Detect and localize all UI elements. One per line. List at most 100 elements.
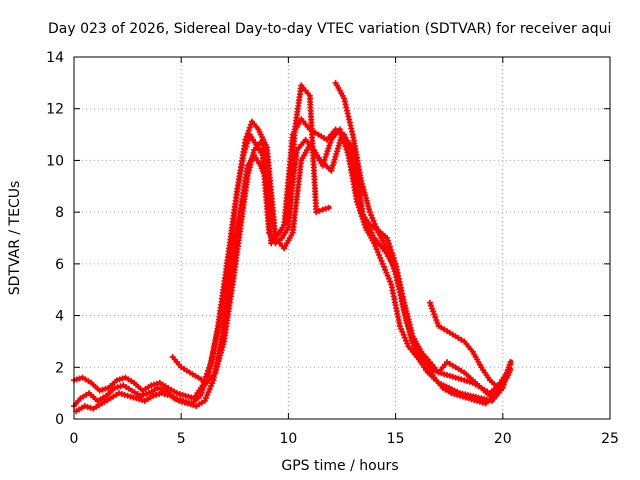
data-point-marker	[245, 127, 252, 134]
data-point-marker	[340, 137, 347, 144]
data-point-marker	[199, 386, 206, 393]
data-point-marker	[456, 392, 463, 399]
data-point-marker	[164, 391, 171, 398]
series-track-f	[169, 126, 511, 407]
data-point-marker	[465, 395, 472, 402]
data-point-marker	[374, 226, 381, 233]
data-point-marker	[326, 142, 333, 149]
y-tick-label: 6	[55, 257, 64, 273]
data-point-marker	[428, 302, 434, 309]
data-point-marker	[243, 143, 250, 150]
x-tick-label: 5	[177, 431, 186, 447]
data-point-marker	[319, 206, 326, 213]
data-point-marker	[356, 207, 363, 214]
x-axis-label: GPS time / hours	[281, 458, 398, 474]
data-point-marker	[361, 221, 368, 228]
data-point-marker	[388, 259, 395, 266]
data-point-marker	[150, 392, 157, 399]
data-point-marker	[452, 374, 459, 381]
data-point-marker	[507, 366, 514, 373]
data-point-marker	[391, 268, 398, 275]
data-point-marker	[197, 392, 204, 399]
data-point-marker	[459, 393, 466, 400]
data-point-marker	[434, 320, 441, 326]
data-point-marker	[431, 311, 438, 318]
data-point-marker	[111, 385, 118, 391]
data-point-marker	[116, 376, 123, 383]
data-point-marker	[446, 372, 453, 379]
data-point-marker	[322, 154, 329, 160]
data-point-marker	[156, 391, 162, 397]
data-point-marker	[355, 204, 362, 211]
data-point-marker	[479, 399, 486, 406]
data-point-marker	[371, 240, 378, 247]
data-point-marker	[173, 390, 180, 397]
data-point-marker	[387, 278, 394, 285]
data-point-marker	[339, 135, 346, 141]
y-tick-label: 4	[55, 309, 64, 325]
data-point-marker	[205, 372, 211, 379]
data-point-marker	[313, 209, 320, 216]
data-point-marker	[376, 252, 383, 258]
data-point-marker	[449, 373, 456, 380]
data-point-marker	[343, 146, 350, 153]
data-point-marker	[384, 245, 390, 252]
data-point-marker	[325, 204, 332, 211]
data-point-marker	[342, 143, 349, 150]
data-point-marker	[185, 393, 192, 400]
y-tick-label: 8	[55, 205, 64, 221]
data-point-marker	[429, 305, 435, 312]
data-point-marker	[76, 375, 83, 382]
data-point-marker	[430, 308, 437, 315]
data-point-marker	[116, 390, 122, 397]
data-point-marker	[138, 397, 145, 403]
data-point-marker	[119, 375, 126, 382]
data-point-marker	[400, 331, 407, 338]
data-point-marker	[316, 207, 323, 214]
data-point-marker	[321, 156, 328, 163]
data-point-marker	[179, 391, 186, 398]
data-point-marker	[244, 140, 251, 147]
data-point-marker	[387, 256, 394, 263]
x-tick-label: 25	[601, 431, 619, 447]
y-axis-label: SDTVAR / TECUs	[7, 181, 23, 296]
x-tick-label: 0	[70, 431, 79, 447]
y-tick-label: 14	[46, 50, 64, 66]
data-point-marker	[357, 210, 364, 217]
data-point-marker	[382, 266, 389, 273]
x-tick-label: 20	[494, 431, 512, 447]
data-point-marker	[87, 404, 94, 411]
data-point-marker	[507, 361, 514, 368]
data-point-marker	[432, 314, 439, 321]
data-point-marker	[384, 235, 390, 241]
y-tick-label: 0	[55, 412, 64, 428]
data-point-marker	[385, 251, 392, 258]
data-point-marker	[504, 372, 511, 378]
data-point-marker	[114, 384, 121, 391]
data-point-marker	[344, 149, 351, 156]
data-point-marker	[140, 391, 147, 398]
data-point-marker	[389, 262, 396, 269]
x-tick-label: 10	[279, 431, 297, 447]
data-point-marker	[368, 212, 375, 219]
data-point-marker	[471, 397, 478, 403]
data-point-marker	[319, 162, 326, 169]
plot-frame	[73, 56, 611, 420]
data-point-marker	[448, 390, 455, 397]
data-point-marker	[360, 218, 367, 225]
data-point-marker	[198, 389, 205, 396]
data-point-marker	[200, 384, 207, 390]
data-point-marker	[325, 145, 332, 152]
y-tick-label: 12	[46, 102, 64, 118]
data-point-marker	[190, 402, 197, 409]
data-point-marker	[327, 139, 334, 146]
data-point-marker	[476, 398, 483, 405]
data-point-marker	[158, 390, 165, 397]
data-point-marker	[323, 151, 330, 158]
chart-title: Day 023 of 2026, Sidereal Day-to-day VTE…	[48, 21, 611, 37]
data-point-marker	[461, 377, 468, 384]
data-point-marker	[338, 132, 345, 139]
y-tick-label: 10	[46, 153, 64, 169]
data-point-marker	[373, 246, 380, 253]
